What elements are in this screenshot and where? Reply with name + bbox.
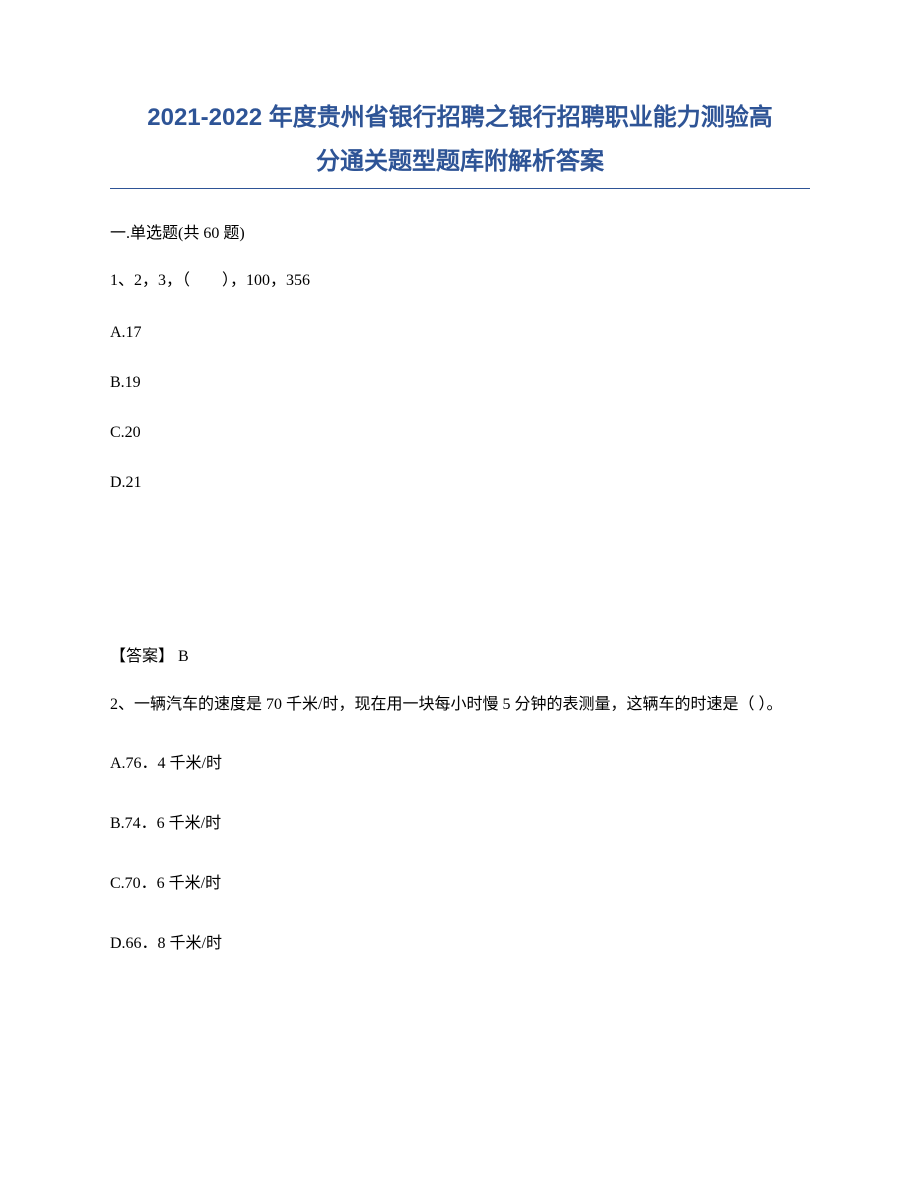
question-1-answer: 【答案】 B — [110, 642, 810, 666]
question-2-text: 2、一辆汽车的速度是 70 千米/时，现在用一块每小时慢 5 分钟的表测量，这辆… — [110, 691, 810, 720]
question-2-option-d: D.66．8 千米/时 — [110, 929, 810, 953]
question-2-option-a: A.76．4 千米/时 — [110, 749, 810, 773]
question-1-option-d: D.21 — [110, 474, 810, 492]
question-1-option-a: A.17 — [110, 324, 810, 342]
question-2-option-b: B.74．6 千米/时 — [110, 809, 810, 833]
document-title-line2: 分通关题型题库附解析答案 — [110, 144, 810, 180]
section-header: 一.单选题(共 60 题) — [110, 219, 810, 243]
question-2-option-c: C.70．6 千米/时 — [110, 869, 810, 893]
question-1-text: 1、2，3，（ ），100，356 — [110, 268, 810, 294]
question-1-option-c: C.20 — [110, 424, 810, 442]
title-underline — [110, 188, 810, 189]
document-title-line1: 2021-2022 年度贵州省银行招聘之银行招聘职业能力测验高 — [110, 100, 810, 136]
question-1-option-b: B.19 — [110, 374, 810, 392]
